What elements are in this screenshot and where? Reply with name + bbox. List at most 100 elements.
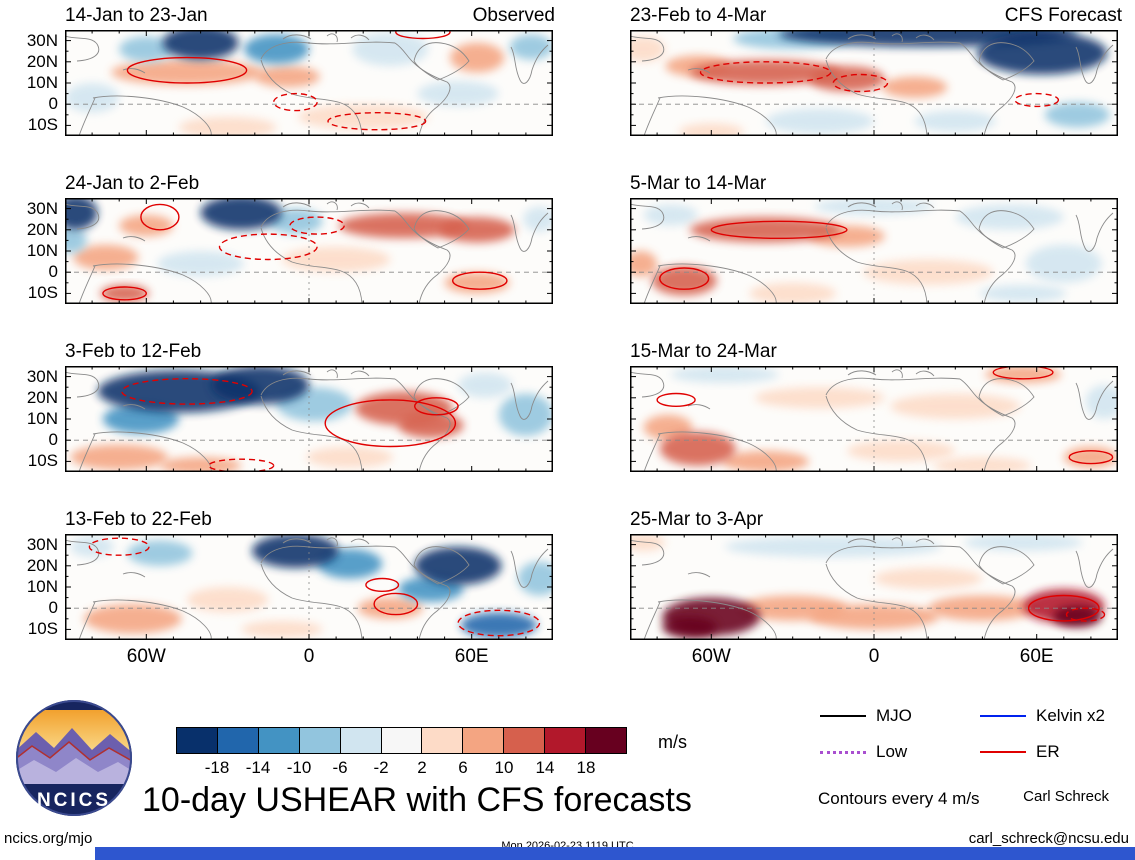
y-axis-label: 30N (26, 366, 58, 386)
anomaly-map (65, 534, 553, 640)
panel-type-label: Observed (472, 5, 555, 26)
y-axis-label: 10N (26, 409, 58, 428)
colorbar-cell (504, 728, 546, 753)
map-panel-6: 5-Mar to 14-Mar (630, 172, 1122, 304)
colorbar-tick-label: -6 (332, 758, 348, 777)
figure-title: 10-day USHEAR with CFS forecasts (142, 781, 692, 819)
colorbar: -18 -14 -10 -6 -2 2 6 10 14 18 (176, 727, 627, 778)
y-axis-label: 30N (26, 30, 58, 50)
colorbar-tick-label: 10 (494, 758, 514, 777)
colorbar-cell (299, 728, 341, 753)
legend-line-sample (980, 751, 1026, 753)
maps-column-observed: 14-Jan to 23-Jan Observed 30N 20N 10N 0 10S 24-… (3, 0, 555, 695)
y-axis-label: 10S (27, 115, 58, 135)
map-panel-4: 13-Feb to 22-Feb 30N 20N 10N 0 10S 60W 0 60E (3, 508, 555, 667)
colorbar-cell (258, 728, 300, 753)
y-axis-label: 10N (26, 241, 58, 260)
credit-email: carl_schreck@ncsu.edu (968, 830, 1129, 847)
legend-label: MJO (876, 706, 912, 725)
y-axis-label: 10S (27, 451, 58, 471)
colorbar-cell (422, 728, 464, 753)
x-axis-label: 60W (691, 646, 731, 667)
colorbar-tick-label: 2 (417, 758, 427, 777)
colorbar-tick-label: -14 (245, 758, 271, 777)
y-axis-label: 20N (26, 219, 58, 239)
x-axis-label: 60E (454, 646, 489, 667)
legend-item-mjo: MJO (820, 706, 980, 726)
legend-item-er: ER (980, 742, 1130, 762)
y-axis-label: 0 (48, 598, 58, 618)
anomaly-map (630, 534, 1118, 640)
credit-name: Carl Schreck (1023, 788, 1109, 805)
panel-date-range: 5-Mar to 14-Mar (630, 173, 767, 194)
panel-date-range: 14-Jan to 23-Jan (65, 5, 208, 26)
colorbar-tick-label: 6 (458, 758, 468, 777)
colorbar-tick-label: 14 (535, 758, 555, 777)
colorbar-cell (340, 728, 382, 753)
footer-site: ncics.org/mjo (4, 830, 93, 847)
y-axis-label: 0 (48, 94, 58, 114)
anomaly-map (65, 30, 553, 136)
panel-type-label: CFS Forecast (1004, 5, 1122, 26)
legend-item-low: Low (820, 742, 980, 762)
legend-label: Low (876, 742, 908, 761)
legend-label: ER (1036, 742, 1060, 761)
panel-date-range: 3-Feb to 12-Feb (65, 341, 202, 362)
logo-text: NCICS (37, 790, 111, 811)
panel-date-range: 25-Mar to 3-Apr (630, 509, 764, 530)
colorbar-cells (176, 727, 627, 754)
map-panel-5: 23-Feb to 4-Mar CFS Forecast (630, 4, 1122, 136)
legend-label: Kelvin x2 (1036, 706, 1105, 725)
y-axis-label: 20N (26, 51, 58, 71)
colorbar-cell (217, 728, 259, 753)
colorbar-tick-label: -10 (286, 758, 312, 777)
anomaly-map (630, 30, 1118, 136)
y-axis-label: 10S (27, 619, 58, 639)
y-axis-label: 10N (26, 577, 58, 596)
x-axis-label: 0 (868, 646, 880, 667)
legend-line-sample (820, 750, 866, 754)
anomaly-map (630, 366, 1118, 472)
maps-column-forecast: 23-Feb to 4-Mar CFS Forecast 5-Mar to 14-M… (630, 0, 1122, 695)
panel-date-range: 13-Feb to 22-Feb (65, 509, 212, 530)
x-axis-label: 0 (303, 646, 315, 667)
footer-blue-bar (95, 847, 1135, 860)
y-axis-label: 0 (48, 430, 58, 450)
panel-date-range: 15-Mar to 24-Mar (630, 341, 777, 362)
legend-note: Contours every 4 m/s (818, 789, 980, 808)
colorbar-cell (586, 728, 626, 753)
colorbar-cell (463, 728, 505, 753)
x-axis-label: 60W (126, 646, 166, 667)
y-axis-label: 0 (48, 262, 58, 282)
y-axis-label: 30N (26, 534, 58, 554)
colorbar-tick-label: -2 (373, 758, 389, 777)
y-axis-label: 10N (26, 73, 58, 92)
anomaly-map (65, 366, 553, 472)
legend-item-kelvin-x2: Kelvin x2 (980, 706, 1130, 726)
colorbar-labels: -18 -14 -10 -6 -2 2 6 10 14 18 (176, 754, 627, 778)
y-axis-label: 20N (26, 555, 58, 575)
anomaly-map (65, 198, 553, 304)
y-axis-label: 20N (26, 387, 58, 407)
y-axis-label: 30N (26, 198, 58, 218)
contour-legend: MJO Kelvin x2 Low ER (820, 706, 1130, 762)
map-panel-3: 3-Feb to 12-Feb 30N 20N 10N 0 10S (3, 340, 555, 472)
colorbar-cell (381, 728, 423, 753)
panel-date-range: 23-Feb to 4-Mar (630, 5, 767, 26)
legend-line-sample (820, 715, 866, 717)
colorbar-tick-label: -18 (204, 758, 230, 777)
colorbar-tick-label: 18 (576, 758, 596, 777)
map-panel-7: 15-Mar to 24-Mar (630, 340, 1122, 472)
colorbar-cell (177, 728, 218, 753)
ncics-logo: NCICS (16, 700, 132, 816)
map-panel-1: 14-Jan to 23-Jan Observed 30N 20N 10N 0 10S (3, 4, 555, 136)
x-axis-label: 60E (1019, 646, 1054, 667)
legend-line-sample (980, 715, 1026, 717)
colorbar-unit: m/s (658, 732, 687, 752)
colorbar-cell (545, 728, 587, 753)
anomaly-map (630, 198, 1118, 304)
y-axis-label: 10S (27, 283, 58, 303)
map-panel-8: 25-Mar to 3-Apr 60W 0 60E (630, 508, 1122, 667)
map-panel-2: 24-Jan to 2-Feb 30N 20N 10N 0 10S (3, 172, 555, 304)
